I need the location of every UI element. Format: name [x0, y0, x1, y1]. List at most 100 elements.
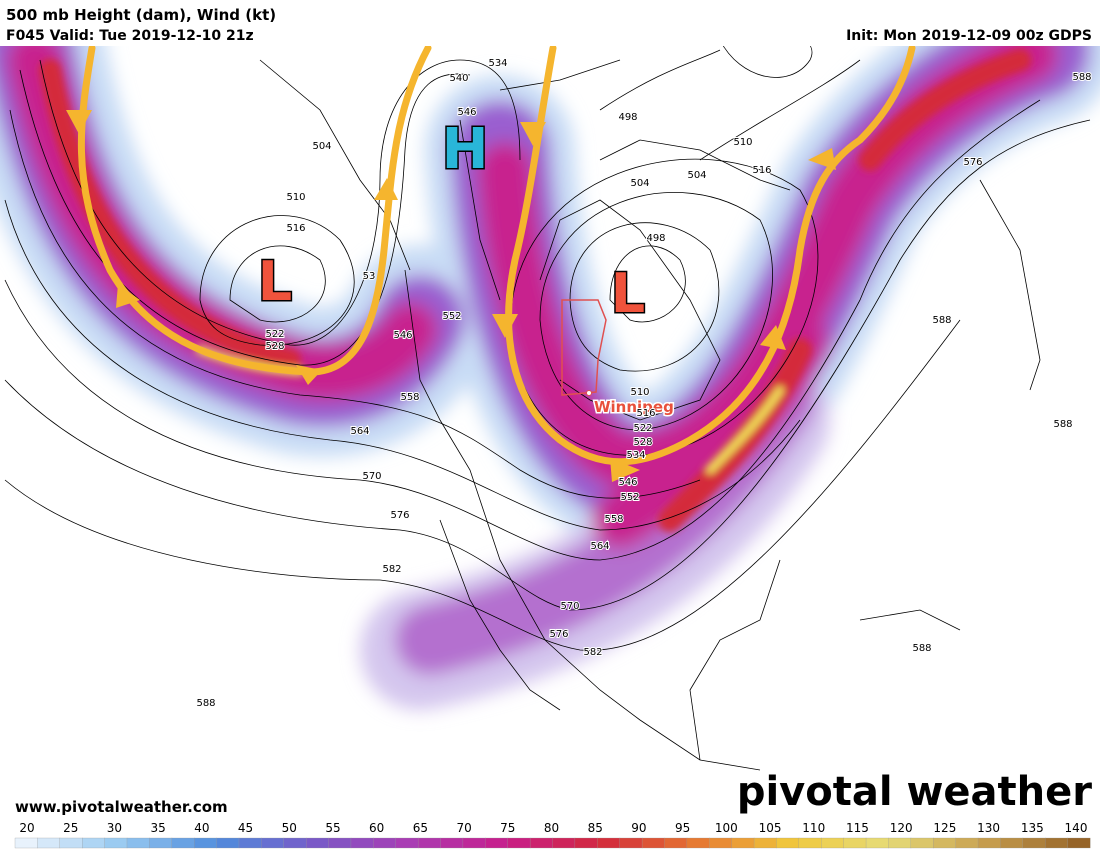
colorbar-cell	[305, 837, 329, 849]
colorbar-cell	[821, 837, 845, 849]
contour-label: 498	[646, 233, 665, 244]
colorbar-tick-label: 55	[325, 821, 340, 835]
contour-label: 570	[362, 471, 381, 482]
colorbar-cell	[641, 837, 665, 849]
colorbar-tick-label: 85	[588, 821, 603, 835]
colorbar-cell	[507, 837, 531, 849]
colorbar-cell	[686, 837, 710, 849]
website: www.pivotalweather.com	[15, 798, 228, 816]
colorbar-cell	[955, 837, 979, 849]
colorbar-tick-label: 140	[1065, 821, 1088, 835]
colorbar-cell	[328, 837, 352, 849]
contour-label: 576	[963, 157, 982, 168]
contour-label: 558	[400, 392, 419, 403]
contour-label: 528	[633, 437, 652, 448]
contour-label: 516	[752, 165, 771, 176]
colorbar-tick-label: 80	[544, 821, 559, 835]
contour-label: 576	[549, 629, 568, 640]
contour-label: 510	[630, 387, 649, 398]
jet-arrows	[66, 44, 916, 482]
low-marker: L	[611, 262, 645, 325]
colorbar-tick-label: 115	[846, 821, 869, 835]
city-label: Winnipeg	[594, 398, 674, 416]
contour-label: 558	[604, 514, 623, 525]
contour-label: 552	[442, 311, 461, 322]
contour-label: 504	[687, 170, 706, 181]
colorbar-cell	[440, 837, 464, 849]
colorbar-cell	[664, 837, 688, 849]
colorbar-cell	[373, 837, 397, 849]
contour-label: 588	[912, 643, 931, 654]
colorbar-tick-label: 70	[456, 821, 471, 835]
province-outline	[561, 299, 607, 396]
contour-label: 546	[457, 107, 476, 118]
colorbar-cell	[1067, 837, 1091, 849]
colorbar-tick-label: 45	[238, 821, 253, 835]
colorbar-cell	[933, 837, 957, 849]
contour-label: 588	[196, 698, 215, 709]
contour-label: 498	[618, 112, 637, 123]
colorbar-tick-label: 90	[631, 821, 646, 835]
contour-label: 570	[560, 601, 579, 612]
colorbar-cell	[798, 837, 822, 849]
colorbar-tick-label: 105	[759, 821, 782, 835]
colorbar-cell	[350, 837, 374, 849]
contour-label: 540	[449, 73, 468, 84]
coastlines	[259, 59, 1041, 771]
colorbar-cell	[865, 837, 889, 849]
contour-label: 516	[286, 223, 305, 234]
colorbar-cell	[753, 837, 777, 849]
contour-label: 582	[382, 564, 401, 575]
colorbar-tick-label: 35	[150, 821, 165, 835]
colorbar-tick-label: 40	[194, 821, 209, 835]
logo: pivotal weather	[737, 769, 1092, 815]
colorbar-tick-label: 50	[282, 821, 297, 835]
contour-label: 510	[733, 137, 752, 148]
colorbar-cell	[977, 837, 1001, 849]
colorbar-cell	[37, 837, 61, 849]
colorbar-tick-label: 25	[63, 821, 78, 835]
colorbar-tick-label: 130	[977, 821, 1000, 835]
contour-label: 534	[626, 450, 645, 461]
colorbar-cell	[261, 837, 285, 849]
header-band	[0, 0, 1100, 46]
colorbar-tick-label: 75	[500, 821, 515, 835]
colorbar-cell	[283, 837, 307, 849]
colorbar-tick-label: 110	[802, 821, 825, 835]
contour-label: 564	[590, 541, 609, 552]
colorbar-tick-label: 95	[675, 821, 690, 835]
colorbar-tick-label: 65	[413, 821, 428, 835]
contour-label: 504	[630, 178, 649, 189]
colorbar-cell	[776, 837, 800, 849]
colorbar-cell	[1000, 837, 1024, 849]
colorbar-cell	[59, 837, 83, 849]
colorbar-tick-label: 120	[890, 821, 913, 835]
colorbar-tick-label: 125	[933, 821, 956, 835]
contour-label: 546	[393, 330, 412, 341]
contour-label: 552	[620, 492, 639, 503]
contour-label: 534	[488, 58, 507, 69]
contour-labels: 534 540 546 498 504 510 504 504 516 576 588 498 510 5…	[195, 57, 1092, 710]
colorbar-cell	[104, 837, 128, 849]
colorbar-cell	[619, 837, 643, 849]
colorbar-cell	[194, 837, 218, 849]
colorbar-cell	[126, 837, 150, 849]
colorbar-cell	[171, 837, 195, 849]
colorbar-cell	[238, 837, 262, 849]
colorbar-cell	[395, 837, 419, 849]
high-marker: H	[442, 117, 489, 182]
contour-label: 588	[1072, 72, 1091, 83]
colorbar-cell	[529, 837, 553, 849]
colorbar-tick-label: 60	[369, 821, 384, 835]
colorbar-tick-label: 100	[715, 821, 738, 835]
contour-label: 528	[265, 341, 284, 352]
contour-label: 510	[286, 192, 305, 203]
contour-label: 522	[633, 423, 652, 434]
colorbar-cell	[597, 837, 621, 849]
colorbar-cell	[14, 837, 38, 849]
contour-label: 522	[265, 329, 284, 340]
contour-label: 53	[363, 271, 376, 282]
contour-label: 588	[932, 315, 951, 326]
title: 500 mb Height (dam), Wind (kt)	[6, 6, 276, 24]
colorbar-tick-label: 20	[19, 821, 34, 835]
